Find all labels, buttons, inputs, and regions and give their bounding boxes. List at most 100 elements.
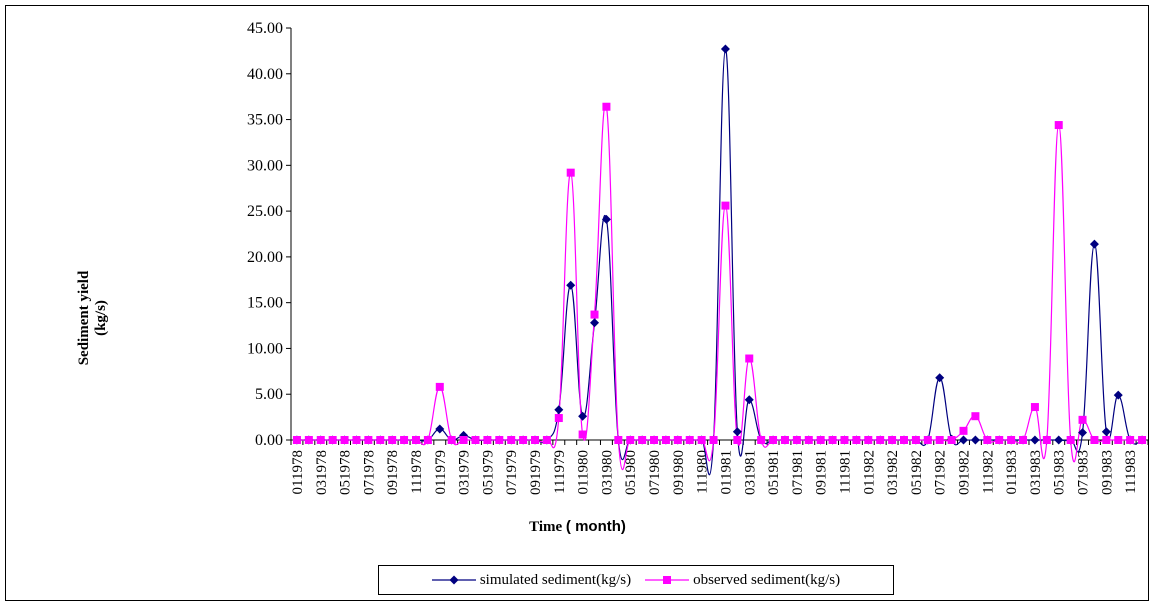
point-simulated	[720, 44, 730, 54]
point-observed	[328, 436, 337, 444]
point-observed	[1030, 403, 1039, 412]
point-observed	[828, 436, 837, 444]
point-observed	[1090, 436, 1099, 444]
x-tick-label: 071983	[1076, 450, 1092, 495]
point-observed	[650, 436, 659, 444]
point-observed	[1102, 436, 1111, 444]
point-simulated	[732, 427, 742, 437]
point-observed	[388, 436, 397, 444]
point-simulated	[1078, 428, 1088, 438]
x-tick-label: 111983	[1123, 450, 1139, 494]
x-tick-label: 011981	[718, 450, 734, 494]
x-tick-label: 091978	[385, 450, 401, 495]
x-tick-label: 051982	[909, 450, 925, 495]
point-observed	[1114, 436, 1123, 444]
point-observed	[435, 382, 444, 391]
point-simulated	[1113, 390, 1123, 400]
point-observed	[400, 436, 409, 444]
point-simulated	[435, 424, 445, 434]
point-observed	[471, 436, 480, 444]
point-observed	[531, 436, 540, 444]
point-observed	[602, 102, 611, 111]
point-observed	[340, 436, 349, 444]
point-observed	[697, 436, 706, 444]
point-observed	[995, 436, 1004, 444]
point-observed	[1007, 436, 1016, 444]
y-ticks: 0.00 5.00 10.00 15.00 20.00 25.00 30.00 35.00 40…	[247, 20, 291, 449]
x-tick-label: 031981	[742, 450, 758, 495]
x-tick-label: 111982	[980, 450, 996, 494]
legend-label-observed: observed sediment(kg/s)	[693, 571, 841, 588]
point-observed	[947, 436, 956, 444]
point-observed	[661, 436, 670, 444]
point-observed	[1054, 121, 1063, 130]
point-observed	[769, 436, 778, 444]
point-observed	[804, 436, 813, 444]
y-tick-label: 40.00	[247, 66, 283, 83]
point-observed	[1066, 436, 1075, 444]
point-simulated	[970, 435, 980, 445]
point-observed	[983, 436, 992, 444]
point-observed	[888, 436, 897, 444]
point-observed	[864, 436, 873, 444]
point-simulated	[566, 280, 576, 290]
point-observed	[971, 412, 980, 421]
point-observed	[1138, 436, 1147, 444]
point-simulated	[554, 405, 564, 415]
x-tick-label: 091983	[1099, 450, 1115, 495]
x-axis-label: Time ( month)	[0, 518, 1155, 536]
x-tick-label: 031980	[599, 450, 615, 495]
point-observed	[292, 436, 301, 444]
y-tick-label: 30.00	[247, 157, 283, 174]
point-simulated	[578, 411, 588, 421]
point-observed	[1042, 436, 1051, 444]
x-tick-label: 051981	[766, 450, 782, 495]
point-observed	[507, 436, 516, 444]
x-tick-label: 051978	[338, 450, 354, 495]
point-observed	[554, 414, 563, 423]
point-simulated	[590, 318, 600, 328]
point-observed	[959, 426, 968, 435]
x-tick-label: 011983	[1004, 450, 1020, 494]
x-tick-label: 071982	[933, 450, 949, 495]
legend: simulated sediment(kg/s) observed sedime…	[378, 565, 894, 595]
point-observed	[483, 436, 492, 444]
point-observed	[626, 436, 635, 444]
point-simulated	[1101, 427, 1111, 437]
x-tick-label: 071980	[647, 450, 663, 495]
x-tick-label: 051979	[480, 450, 496, 495]
series-line-simulated	[296, 48, 1143, 476]
point-simulated	[935, 373, 945, 383]
point-observed	[1019, 436, 1028, 444]
legend-swatch-observed	[645, 576, 690, 584]
point-observed	[1078, 415, 1087, 424]
x-tick-label: 071978	[361, 450, 377, 495]
series-line-observed	[296, 103, 1143, 471]
point-observed	[495, 436, 504, 444]
series-markers	[292, 44, 1147, 445]
point-observed	[578, 430, 587, 439]
point-observed	[816, 436, 825, 444]
x-tick-label: 031983	[1028, 450, 1044, 495]
point-observed	[566, 168, 575, 177]
series-lines	[296, 48, 1143, 476]
point-simulated	[1089, 239, 1099, 249]
y-axis-label-line1: Sediment yield	[76, 270, 92, 366]
x-tick-label: 091979	[528, 450, 544, 495]
point-observed	[911, 436, 920, 444]
point-observed	[709, 436, 718, 444]
point-observed	[352, 436, 361, 444]
legend-label-simulated: simulated sediment(kg/s)	[479, 571, 632, 588]
legend-swatch-simulated	[431, 575, 476, 585]
point-observed	[721, 201, 730, 210]
point-observed	[411, 436, 420, 444]
x-tick-label: 031982	[885, 450, 901, 495]
point-observed	[316, 436, 325, 444]
point-observed	[376, 436, 385, 444]
y-tick-label: 15.00	[247, 295, 283, 312]
y-tick-label: 0.00	[255, 432, 283, 449]
x-tick-label: 091980	[671, 450, 687, 495]
x-tick-label: 111979	[552, 450, 568, 494]
x-axis-label-text: Time	[529, 519, 563, 535]
